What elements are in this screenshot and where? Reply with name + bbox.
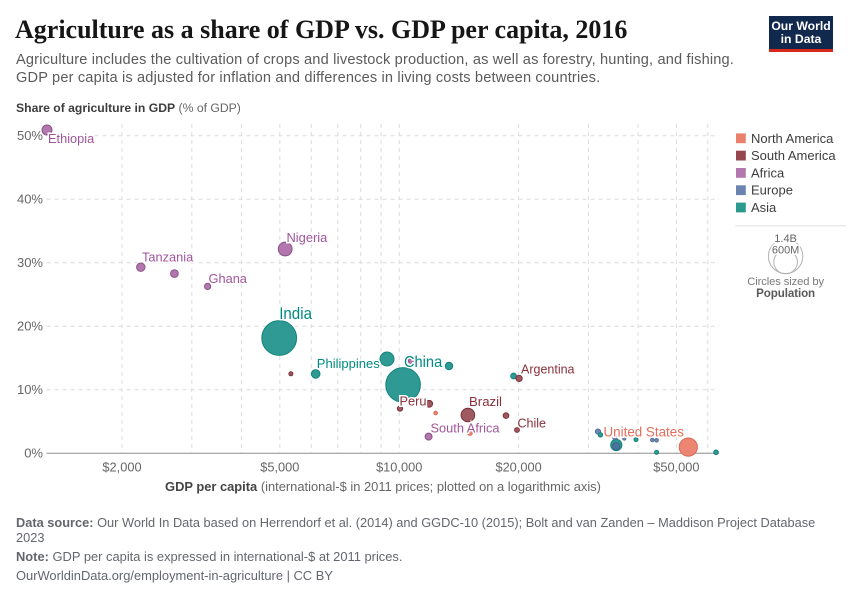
- svg-text:North America: North America: [751, 131, 834, 146]
- svg-text:Africa: Africa: [751, 165, 785, 180]
- svg-text:Tanzania: Tanzania: [142, 250, 194, 265]
- svg-text:India: India: [279, 304, 313, 323]
- svg-text:Brazil: Brazil: [469, 394, 502, 409]
- svg-text:Ethiopia: Ethiopia: [48, 131, 95, 146]
- svg-text:Argentina: Argentina: [521, 363, 575, 377]
- svg-text:$2,000: $2,000: [102, 460, 141, 475]
- svg-text:United States: United States: [604, 425, 685, 440]
- svg-text:Chile: Chile: [518, 417, 547, 431]
- svg-text:$5,000: $5,000: [260, 460, 299, 475]
- svg-text:China: China: [404, 354, 442, 371]
- svg-text:0%: 0%: [24, 446, 43, 461]
- svg-text:Europe: Europe: [751, 183, 793, 198]
- svg-text:Philippines: Philippines: [317, 356, 380, 371]
- svg-text:Population: Population: [756, 287, 815, 300]
- svg-text:$10,000: $10,000: [376, 460, 422, 475]
- svg-text:1.4B: 1.4B: [774, 233, 797, 245]
- svg-text:40%: 40%: [17, 192, 43, 207]
- svg-text:GDP per capita (international-: GDP per capita (international-$ in 2011 …: [165, 479, 601, 494]
- svg-text:30%: 30%: [17, 255, 43, 270]
- svg-text:20%: 20%: [17, 319, 43, 334]
- svg-text:South Africa: South Africa: [431, 421, 501, 436]
- svg-text:$20,000: $20,000: [495, 460, 541, 475]
- svg-text:Ghana: Ghana: [209, 271, 248, 286]
- svg-text:Circles sized by: Circles sized by: [747, 276, 824, 288]
- svg-text:Nigeria: Nigeria: [287, 230, 329, 245]
- svg-text:50%: 50%: [17, 128, 43, 143]
- svg-text:Peru: Peru: [400, 394, 427, 409]
- svg-text:Asia: Asia: [751, 200, 777, 215]
- svg-text:$50,000: $50,000: [653, 460, 699, 475]
- svg-text:South America: South America: [751, 148, 836, 163]
- svg-text:10%: 10%: [17, 382, 43, 397]
- svg-text:600M: 600M: [772, 245, 800, 257]
